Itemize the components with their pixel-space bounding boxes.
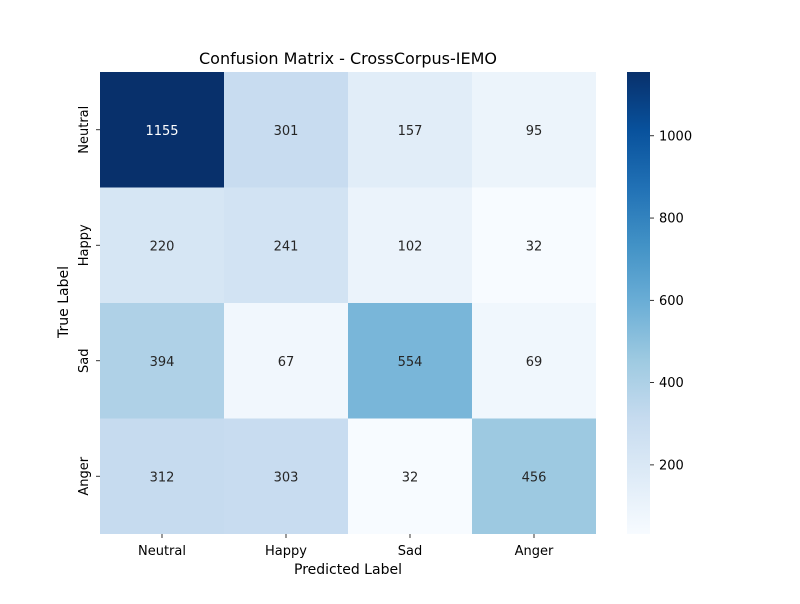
- cell-value-label: 220: [150, 239, 175, 254]
- x-axis-ticks: Neutral Happy Sad Anger: [138, 534, 554, 559]
- cell-value-label: 312: [150, 470, 175, 485]
- heatmap-cell: [224, 187, 348, 303]
- heatmap-cell: [100, 303, 224, 419]
- y-tick-label: Sad: [77, 349, 92, 373]
- cell-value-label: 456: [522, 470, 547, 485]
- chart-title: Confusion Matrix - CrossCorpus-IEMO: [199, 49, 497, 68]
- cell-value-label: 102: [398, 239, 423, 254]
- heatmap-cell-labels: 1155 301 157 95 220 241 102 32 394 67 554 69 312 303 3…: [145, 124, 546, 486]
- heatmap-cell: [348, 72, 472, 188]
- cell-value-label: 67: [278, 355, 295, 370]
- heatmap-cell: [100, 72, 224, 188]
- heatmap-cell: [224, 418, 348, 534]
- heatmap-cell: [224, 72, 348, 188]
- colorbar-tick-label: 800: [659, 212, 684, 227]
- colorbar-tick-label: 400: [659, 376, 684, 391]
- heatmap-cell: [472, 187, 596, 303]
- x-tick-label: Happy: [265, 544, 307, 559]
- cell-value-label: 301: [274, 124, 299, 139]
- heatmap-cell: [472, 303, 596, 419]
- heatmap-cell: [472, 418, 596, 534]
- cell-value-label: 1155: [145, 124, 178, 139]
- cell-value-label: 303: [274, 470, 299, 485]
- heatmap-cell: [100, 418, 224, 534]
- heatmap-cell: [224, 303, 348, 419]
- y-tick-label: Happy: [77, 224, 92, 266]
- colorbar-tick-label: 600: [659, 294, 684, 309]
- heatmap-cell: [100, 187, 224, 303]
- colorbar-tick-label: 200: [659, 458, 684, 473]
- x-tick-label: Sad: [398, 544, 422, 559]
- cell-value-label: 95: [526, 124, 543, 139]
- colorbar: [627, 72, 650, 534]
- cell-value-label: 69: [526, 355, 543, 370]
- heatmap-cell: [348, 303, 472, 419]
- x-axis-label: Predicted Label: [294, 562, 402, 578]
- cell-value-label: 394: [150, 355, 175, 370]
- y-axis-label: True Label: [56, 266, 72, 339]
- x-tick-label: Anger: [515, 544, 554, 559]
- cell-value-label: 32: [526, 239, 543, 254]
- cell-value-label: 32: [402, 470, 419, 485]
- cell-value-label: 157: [398, 124, 423, 139]
- heatmap-cell: [348, 418, 472, 534]
- x-tick-label: Neutral: [138, 544, 186, 559]
- y-axis-ticks: Neutral Happy Sad Anger: [77, 106, 100, 496]
- y-tick-label: Anger: [77, 456, 92, 495]
- cell-value-label: 554: [398, 355, 423, 370]
- colorbar-tick-label: 1000: [659, 129, 692, 144]
- heatmap-cell: [472, 72, 596, 188]
- cell-value-label: 241: [274, 239, 299, 254]
- colorbar-ticks: 200 400 600 800 1000: [650, 129, 692, 473]
- heatmap-cell: [348, 187, 472, 303]
- heatmap-cells: [100, 72, 596, 534]
- y-tick-label: Neutral: [77, 106, 92, 154]
